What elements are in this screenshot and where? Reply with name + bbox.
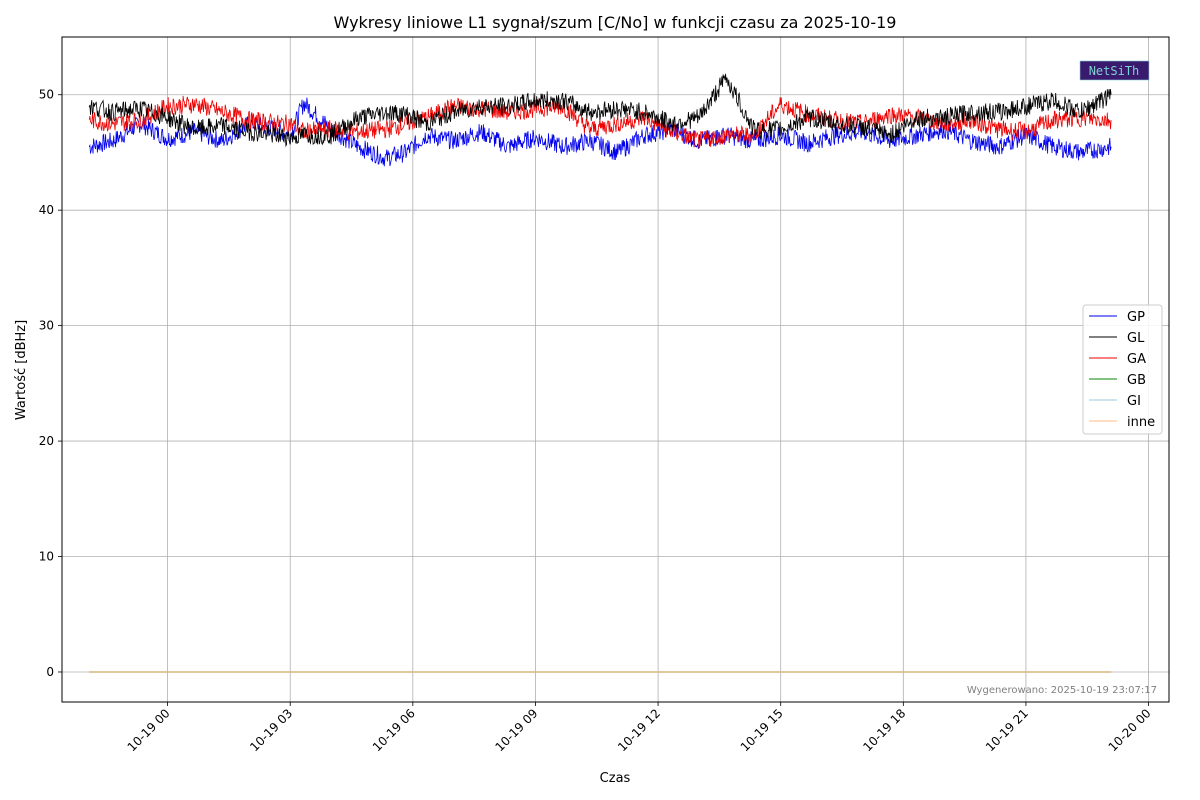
x-tick-label: 10-19 15 [738, 706, 786, 754]
logo-background [1079, 60, 1150, 81]
x-tick-label: 10-19 00 [125, 706, 173, 754]
legend-label-inne: inne [1127, 415, 1155, 430]
series-line-ga [88, 95, 1112, 149]
y-tick-label: 40 [39, 203, 54, 217]
plot-frame [61, 36, 1170, 703]
generated-timestamp: Wygenerowano: 2025-10-19 23:07:17 [967, 685, 1157, 696]
y-tick-label: 20 [39, 434, 54, 448]
y-axis-label: Wartość [dBHz] [14, 320, 29, 420]
legend-label-gb: GB [1127, 373, 1146, 388]
logo-text: NetSiTh [1089, 64, 1140, 78]
legend-label-gl: GL [1127, 331, 1145, 346]
legend-label-ga: GA [1127, 352, 1146, 367]
y-tick-label: 30 [39, 319, 54, 333]
series-line-gl [88, 73, 1112, 148]
legend-label-gi: GI [1127, 394, 1141, 409]
x-tick-label: 10-20 00 [1106, 706, 1154, 754]
legend-label-gp: GP [1127, 310, 1145, 325]
x-tick-label: 10-19 03 [247, 706, 295, 754]
x-axis-label: Czas [600, 771, 631, 786]
x-tick-label: 10-19 12 [615, 706, 663, 754]
y-tick-label: 10 [39, 550, 54, 564]
y-axis: 0 10 20 30 40 50 [39, 88, 62, 679]
logo: NetSiTh [1079, 60, 1150, 81]
x-tick-label: 10-19 18 [860, 706, 908, 754]
chart-title: Wykresy liniowe L1 sygnał/szum [C/No] w … [334, 13, 897, 32]
y-tick-label: 0 [46, 665, 54, 679]
x-tick-label: 10-19 21 [983, 706, 1031, 754]
x-tick-label: 10-19 06 [370, 706, 418, 754]
x-axis: 10-19 00 10-19 03 10-19 06 10-19 09 10-19 12… [125, 702, 1154, 754]
grid-lines [62, 37, 1169, 702]
x-tick-label: 10-19 09 [493, 706, 541, 754]
legend: GP GL GA GB GI inne [1082, 304, 1163, 435]
y-tick-label: 50 [39, 88, 54, 102]
series-lines [88, 73, 1112, 673]
